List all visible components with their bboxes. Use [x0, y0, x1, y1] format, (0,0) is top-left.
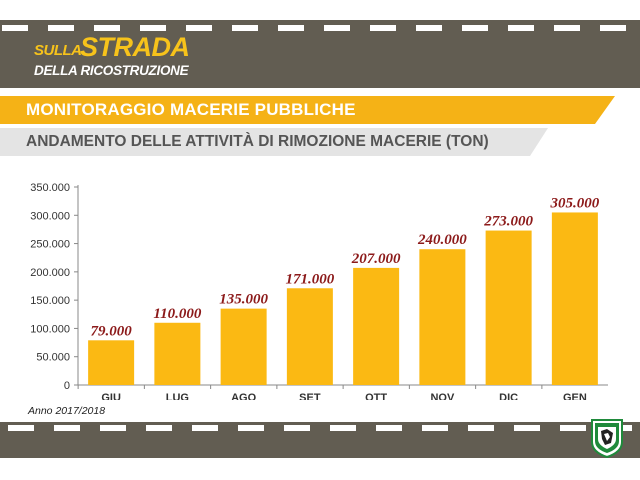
data-label: 79.000 — [91, 323, 133, 339]
logo-della-ricostruzione-text: DELLA RICOSTRUZIONE — [34, 63, 189, 78]
y-tick-label: 200.000 — [30, 267, 70, 279]
road-dash — [186, 25, 212, 31]
road-dash — [192, 425, 218, 431]
road-dash — [514, 425, 540, 431]
road-dash — [100, 425, 126, 431]
y-tick-label: 350.000 — [30, 182, 70, 194]
bar — [220, 308, 267, 385]
bar — [485, 230, 532, 385]
road-dash — [330, 425, 356, 431]
x-tick-label: NOV — [430, 392, 455, 400]
y-tick-label: 50.000 — [36, 352, 70, 364]
road-dash — [8, 425, 34, 431]
road-dash — [94, 25, 120, 31]
road-dash — [462, 25, 488, 31]
data-label: 207.000 — [351, 251, 401, 267]
data-label: 273.000 — [483, 214, 533, 230]
road-dash — [232, 25, 258, 31]
road-dash — [2, 25, 28, 31]
data-label: 110.000 — [153, 306, 201, 322]
road-header-band — [0, 20, 640, 88]
bar — [353, 267, 400, 385]
data-label: 240.000 — [417, 232, 467, 248]
road-dash — [468, 425, 494, 431]
road-dash — [370, 25, 396, 31]
data-label: 171.000 — [286, 271, 335, 287]
road-dash — [238, 425, 264, 431]
title-banner: MONITORAGGIO MACERIE PUBBLICHE — [0, 96, 640, 124]
bar — [88, 340, 135, 385]
subtitle-banner: ANDAMENTO DELLE ATTIVITÀ DI RIMOZIONE MA… — [0, 128, 640, 156]
region-emblem-icon — [590, 418, 624, 459]
data-label: 305.000 — [550, 195, 600, 211]
x-tick-label: OTT — [365, 392, 387, 400]
x-tick-label: GIU — [101, 392, 121, 400]
x-tick-label: DIC — [499, 392, 518, 400]
road-dash — [54, 425, 80, 431]
y-tick-label: 0 — [64, 380, 70, 392]
road-dash — [422, 425, 448, 431]
y-tick-label: 150.000 — [30, 295, 70, 307]
bar — [286, 288, 333, 385]
y-tick-label: 300.000 — [30, 210, 70, 222]
x-tick-label: LUG — [166, 392, 189, 400]
road-dash — [146, 425, 172, 431]
x-tick-label: GEN — [563, 392, 587, 400]
road-dash — [284, 425, 310, 431]
road-dash — [600, 25, 626, 31]
y-tick-label: 100.000 — [30, 323, 70, 335]
chart-title: ANDAMENTO DELLE ATTIVITÀ DI RIMOZIONE MA… — [26, 133, 489, 150]
logo-sulla-text: SULLA — [34, 42, 82, 59]
page-title: MONITORAGGIO MACERIE PUBBLICHE — [26, 100, 356, 119]
x-tick-label: SET — [299, 392, 321, 400]
road-dash — [324, 25, 350, 31]
road-dash — [560, 425, 586, 431]
road-dash — [416, 25, 442, 31]
y-tick-label: 250.000 — [30, 239, 70, 251]
road-dash — [376, 425, 402, 431]
road-footer-band — [0, 422, 640, 458]
bar — [154, 322, 201, 385]
bar — [551, 212, 598, 385]
bar-chart: 0 50.000 100.000 150.000 200.000 250.000 300.0… — [30, 182, 608, 400]
year-note: Anno 2017/2018 — [28, 405, 106, 417]
data-label: 135.000 — [219, 292, 268, 308]
x-tick-label: AGO — [231, 392, 257, 400]
road-dash — [508, 25, 534, 31]
road-dash — [278, 25, 304, 31]
bar — [419, 249, 466, 385]
road-dash — [140, 25, 166, 31]
logo-strada-text: STRADA — [80, 32, 190, 62]
road-dash — [48, 25, 74, 31]
sulla-strada-logo: SULLA STRADA DELLA RICOSTRUZIONE — [34, 32, 204, 80]
road-dash — [554, 25, 580, 31]
